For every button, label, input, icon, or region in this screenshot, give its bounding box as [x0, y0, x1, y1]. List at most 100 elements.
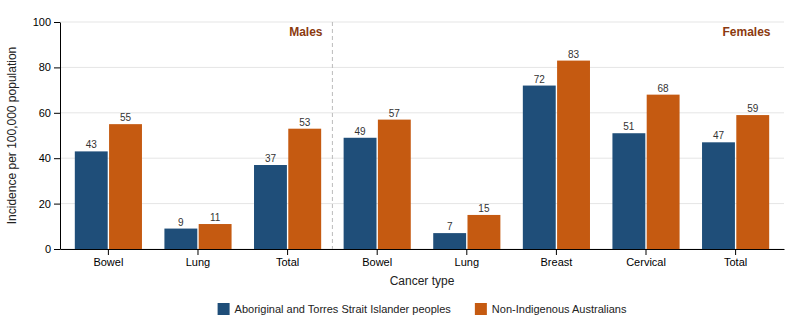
y-tick: 60 [39, 107, 60, 119]
section-label: Females [723, 25, 771, 39]
data-label: 72 [534, 74, 546, 85]
data-label: 53 [299, 117, 311, 128]
legend-item: Non-Indigenous Australians [475, 303, 627, 315]
bars [75, 61, 769, 249]
x-tick: Cervical [626, 249, 666, 268]
data-label: 7 [447, 221, 453, 232]
legend-swatch [475, 303, 487, 315]
bar [378, 120, 411, 249]
legend: Aboriginal and Torres Strait Islander pe… [218, 303, 627, 315]
x-tick-label: Breast [541, 256, 573, 268]
data-label: 51 [623, 121, 635, 132]
data-label: 57 [389, 108, 401, 119]
bar [736, 115, 769, 249]
y-axis: 0 20 40 60 80 100 [33, 16, 61, 255]
x-tick-mark [287, 249, 288, 255]
bar [557, 61, 590, 249]
data-label: 11 [210, 212, 221, 223]
x-tick-label: Total [724, 256, 747, 268]
y-tick-mark [54, 249, 60, 250]
y-tick-label: 100 [33, 16, 51, 28]
data-label: 15 [478, 203, 490, 214]
bar [647, 95, 680, 249]
x-tick-label: Cervical [626, 256, 666, 268]
x-tick-mark [466, 249, 467, 255]
bar [164, 229, 197, 249]
data-label: 55 [120, 112, 132, 123]
y-tick-label: 80 [39, 61, 51, 73]
data-label: 49 [355, 126, 367, 137]
y-tick: 100 [33, 16, 60, 28]
bar [109, 124, 142, 249]
y-tick: 0 [45, 243, 60, 255]
plot: Males Females 43 9 37 49 7 72 51 47 55 11 53 57 15 83 68… [33, 16, 785, 268]
y-tick-label: 20 [39, 198, 51, 210]
x-tick-mark [646, 249, 647, 255]
x-tick: Total [724, 249, 747, 268]
x-tick-mark [108, 249, 109, 255]
y-tick-label: 0 [45, 243, 51, 255]
x-tick-mark [735, 249, 736, 255]
x-tick: Bowel [362, 249, 392, 268]
x-tick-label: Lung [186, 256, 210, 268]
bar [523, 86, 556, 249]
data-label: 47 [713, 130, 725, 141]
data-labels: 43 9 37 49 7 72 51 47 55 11 53 57 15 83 68 59 [86, 49, 759, 233]
section-divider [332, 22, 333, 249]
y-tick: 40 [39, 152, 60, 164]
data-label: 43 [86, 139, 98, 150]
bar-series [75, 86, 735, 249]
x-tick-label: Bowel [93, 256, 123, 268]
y-axis-title: Incidence per 100,000 population [5, 47, 19, 224]
bar [433, 233, 466, 249]
bar [702, 142, 735, 249]
x-axis-title: Cancer type [390, 274, 455, 288]
x-tick-mark [556, 249, 557, 255]
y-tick-mark [54, 113, 60, 114]
grid [60, 22, 784, 249]
chart: Males Females 43 9 37 49 7 72 51 47 55 11 53 57 15 83 68… [0, 0, 800, 329]
y-tick-mark [54, 158, 60, 159]
sections: Males Females [289, 22, 771, 249]
y-tick: 80 [39, 61, 60, 73]
x-tick-label: Total [276, 256, 299, 268]
x-axis-line [61, 249, 785, 250]
x-tick: Lung [186, 249, 210, 268]
y-tick: 20 [39, 198, 60, 210]
data-label: 9 [178, 217, 184, 228]
bar [467, 215, 500, 249]
x-tick: Lung [455, 249, 479, 268]
y-tick-mark [54, 22, 60, 23]
bar [288, 129, 321, 249]
y-tick-label: 60 [39, 107, 51, 119]
y-tick-mark [54, 204, 60, 205]
bar-series [109, 61, 769, 249]
legend-swatch [218, 303, 230, 315]
y-axis-line [60, 23, 61, 250]
data-label: 59 [747, 103, 759, 114]
y-tick-label: 40 [39, 152, 51, 164]
x-tick-label: Lung [455, 256, 479, 268]
data-label: 83 [568, 49, 580, 60]
bar [254, 165, 287, 249]
legend-label: Aboriginal and Torres Strait Islander pe… [235, 303, 452, 315]
x-tick-mark [377, 249, 378, 255]
grid-line [60, 22, 784, 23]
data-label: 37 [265, 153, 277, 164]
bar [612, 133, 645, 249]
bar [75, 151, 108, 249]
x-tick: Total [276, 249, 299, 268]
y-tick-mark [54, 67, 60, 68]
x-tick: Breast [541, 249, 573, 268]
data-label: 68 [658, 83, 670, 94]
grid-line [60, 67, 784, 68]
x-tick: Bowel [93, 249, 123, 268]
x-axis: Bowel Lung Total Bowel Lung Breast Cervical Tot… [61, 249, 785, 268]
section-label: Males [289, 25, 323, 39]
legend-label: Non-Indigenous Australians [492, 303, 627, 315]
bar [199, 224, 232, 249]
bar [344, 138, 377, 249]
x-tick-label: Bowel [362, 256, 392, 268]
legend-item: Aboriginal and Torres Strait Islander pe… [218, 303, 452, 315]
x-tick-mark [197, 249, 198, 255]
